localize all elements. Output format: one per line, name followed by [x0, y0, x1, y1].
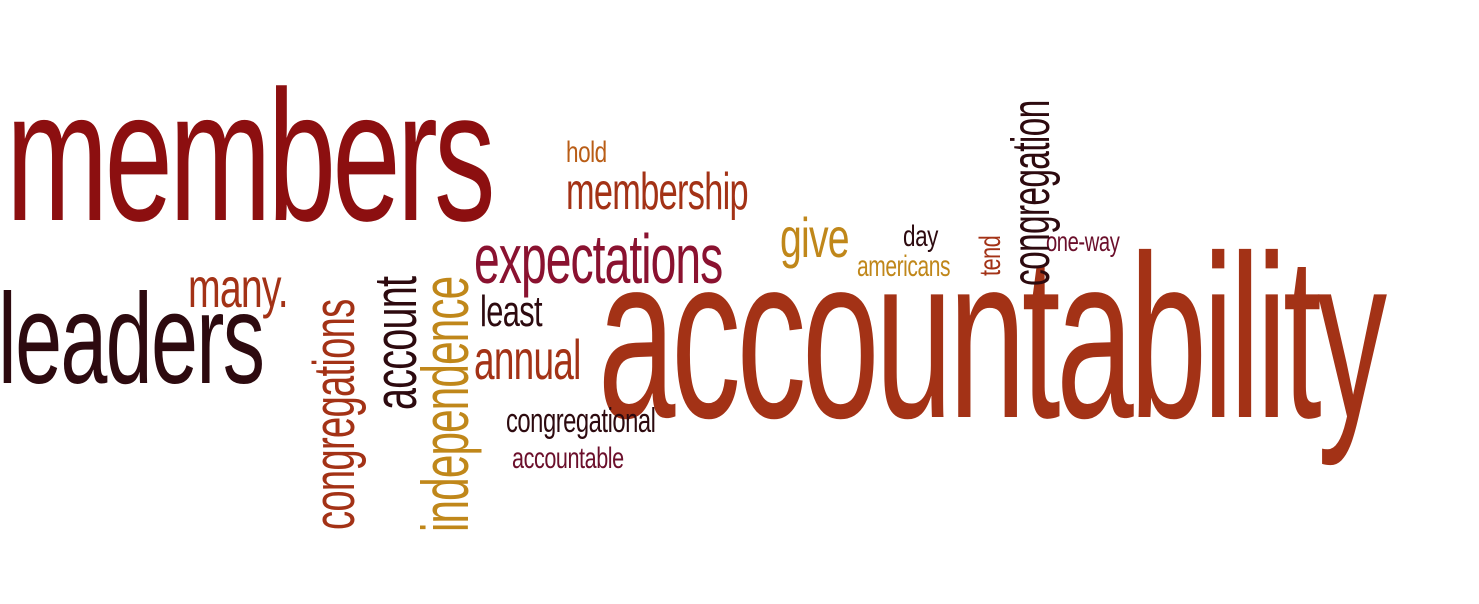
word-congregations: congregations	[302, 299, 367, 531]
word-americans: americans	[857, 250, 951, 283]
word-accountable: accountable	[512, 442, 624, 475]
word-tend: tend	[974, 236, 1007, 277]
word-members: members	[6, 53, 496, 260]
word-congregation-text: congregation	[1001, 100, 1061, 286]
word-least: least	[480, 287, 543, 336]
word-membership: membership	[566, 163, 749, 221]
word-independence: independence	[408, 277, 482, 533]
word-many: many.	[188, 256, 289, 319]
word-independence-text: independence	[408, 276, 482, 532]
word-congregation: congregation	[1001, 100, 1061, 287]
word-expectations: expectations	[474, 220, 723, 298]
word-hold: hold	[566, 136, 607, 169]
word-congregations-text: congregations	[302, 299, 367, 530]
word-accountability: accountability	[598, 208, 1387, 467]
word-give: give	[780, 206, 850, 269]
word-annual: annual	[474, 328, 581, 391]
word-account: account	[362, 277, 429, 411]
word-leaders: leaders	[0, 268, 265, 411]
word-one-way: one-way	[1046, 226, 1120, 257]
word-congregational: congregational	[506, 402, 656, 440]
word-day: day	[903, 220, 938, 253]
